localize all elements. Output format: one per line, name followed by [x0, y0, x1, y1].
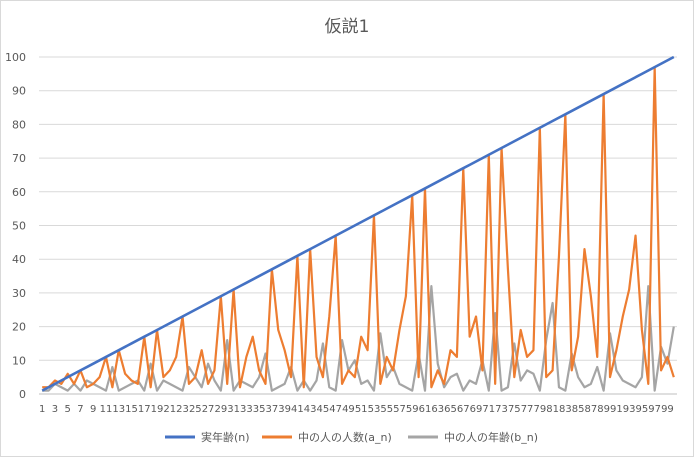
y-tick-label: 30 — [12, 287, 26, 300]
x-tick-label: 49 — [342, 404, 355, 415]
series-lines — [41, 55, 675, 392]
x-tick-label: 31 — [227, 404, 240, 415]
x-tick-label: 65 — [444, 404, 457, 415]
y-tick-label: 100 — [5, 51, 26, 64]
y-tick-label: 60 — [12, 186, 26, 199]
y-tick-label: 20 — [12, 321, 26, 334]
y-tick-label: 90 — [12, 85, 26, 98]
x-tick-label: 53 — [368, 404, 381, 415]
x-tick-label: 87 — [585, 404, 598, 415]
x-tick-label: 19 — [151, 404, 164, 415]
x-tick-label: 11 — [100, 404, 113, 415]
x-tick-label: 75 — [508, 404, 521, 415]
y-tick-label: 40 — [12, 253, 26, 266]
x-tick-label: 5 — [65, 404, 71, 415]
x-tick-label: 51 — [355, 404, 368, 415]
x-tick-label: 29 — [214, 404, 227, 415]
y-tick-label: 80 — [12, 118, 26, 131]
y-tick-label: 10 — [12, 354, 26, 367]
x-tick-label: 63 — [431, 404, 444, 415]
legend-label-0: 実年齢(n) — [201, 430, 250, 444]
y-tick-label: 0 — [19, 388, 26, 401]
x-tick-label: 15 — [125, 404, 138, 415]
x-tick-label: 89 — [597, 404, 610, 415]
x-tick-label: 35 — [253, 404, 266, 415]
x-tick-label: 27 — [202, 404, 215, 415]
x-tick-label: 79 — [533, 404, 546, 415]
gridlines — [39, 56, 677, 395]
x-tick-label: 59 — [406, 404, 419, 415]
x-tick-label: 41 — [291, 404, 304, 415]
series-line-2 — [42, 285, 675, 392]
x-tick-label: 91 — [610, 404, 623, 415]
x-tick-label: 17 — [138, 404, 151, 415]
series-line-1 — [42, 66, 675, 389]
x-tick-label: 57 — [393, 404, 406, 415]
x-tick-label: 45 — [317, 404, 330, 415]
x-tick-label: 77 — [521, 404, 534, 415]
x-tick-label: 3 — [52, 404, 58, 415]
chart-title: 仮説1 — [324, 17, 370, 37]
x-tick-label: 23 — [176, 404, 189, 415]
x-tick-label: 1 — [39, 404, 45, 415]
x-tick-label: 39 — [278, 404, 291, 415]
x-tick-label: 25 — [189, 404, 202, 415]
x-tick-label: 55 — [380, 404, 393, 415]
x-tick-label: 9 — [90, 404, 96, 415]
y-tick-label: 70 — [12, 152, 26, 165]
x-tick-label: 61 — [419, 404, 432, 415]
x-tick-label: 13 — [112, 404, 125, 415]
series-line-0 — [41, 55, 675, 392]
legend-label-2: 中の人の年齢(b_n) — [444, 430, 538, 444]
x-tick-label: 69 — [470, 404, 483, 415]
y-tick-label: 50 — [12, 220, 26, 233]
x-tick-label: 93 — [623, 404, 636, 415]
x-tick-label: 99 — [661, 404, 674, 415]
x-tick-label: 33 — [240, 404, 253, 415]
x-tick-label: 71 — [482, 404, 495, 415]
x-tick-label: 7 — [77, 404, 83, 415]
y-axis-ticks: 0 10 20 30 40 50 60 70 80 90 100 — [5, 51, 26, 401]
legend-label-1: 中の人の人数(a_n) — [298, 431, 392, 444]
x-tick-label: 73 — [495, 404, 508, 415]
x-tick-label: 97 — [648, 404, 661, 415]
x-axis-ticks: 1 3 5 7 9 11 13 15 17 19 21 23 25 27 29 31 33 35 37 39 41 43 4… — [39, 404, 674, 415]
x-tick-label: 83 — [559, 404, 572, 415]
x-tick-label: 67 — [457, 404, 470, 415]
x-tick-label: 81 — [546, 404, 559, 415]
x-tick-label: 43 — [304, 404, 317, 415]
x-tick-label: 85 — [572, 404, 585, 415]
x-tick-label: 95 — [636, 404, 649, 415]
x-tick-label: 47 — [329, 404, 342, 415]
legend: 実年齢(n) 中の人の人数(a_n) 中の人の年齢(b_n) — [165, 430, 538, 444]
x-tick-label: 21 — [163, 404, 176, 415]
x-tick-label: 37 — [266, 404, 279, 415]
